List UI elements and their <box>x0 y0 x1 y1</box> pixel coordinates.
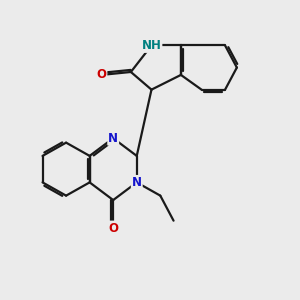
Text: O: O <box>96 68 106 81</box>
Text: N: N <box>108 132 118 145</box>
Text: O: O <box>108 221 118 235</box>
Text: N: N <box>132 176 142 189</box>
Text: NH: NH <box>142 39 161 52</box>
